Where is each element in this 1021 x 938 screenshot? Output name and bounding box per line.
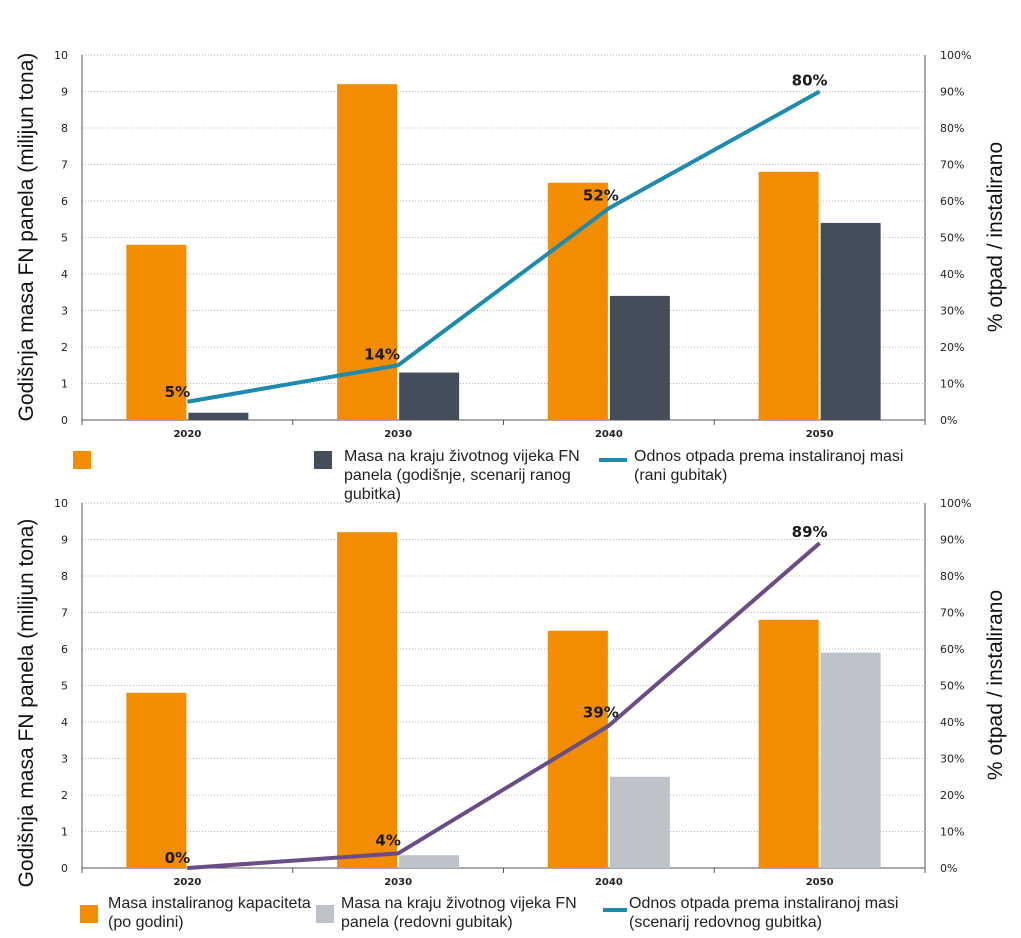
chart2-ytick-label: 5 <box>61 680 68 693</box>
chart1-bar-eol-2050 <box>820 222 881 420</box>
legend1-line-swatch <box>599 458 627 462</box>
legend2-ratio-label: Odnos otpada prema instaliranoj masi (sc… <box>629 895 899 931</box>
chart1-category-label: 2050 <box>806 429 834 440</box>
legend1-swatch-eol <box>314 451 332 469</box>
chart1-y2tick-label: 50% <box>940 232 964 245</box>
chart1-y2tick-label: 40% <box>940 268 964 281</box>
legend2-installed-label: Masa instaliranog kapaciteta (po godini) <box>108 895 311 931</box>
chart2-y2tick-label: 40% <box>940 716 964 729</box>
chart2-bar-installed-2050 <box>758 619 819 868</box>
chart2-bar-installed-2020 <box>126 692 187 868</box>
chart1-bar-installed-2030 <box>337 84 398 420</box>
chart2-y2tick-label: 70% <box>940 607 964 620</box>
chart1-data-label: 80% <box>792 72 828 90</box>
chart2-category-label: 2050 <box>806 877 834 888</box>
legend1-swatch-installed <box>73 451 91 469</box>
chart1-bar-installed-2020 <box>126 244 187 420</box>
chart2-data-label: 39% <box>583 704 619 722</box>
chart2-bar-installed-2030 <box>337 532 398 868</box>
chart1-y2tick-label: 60% <box>940 195 964 208</box>
chart1-category-label: 2040 <box>595 429 623 440</box>
chart2-ytick-label: 4 <box>61 716 68 729</box>
chart1-ytick-label: 10 <box>54 49 68 62</box>
chart1-y2tick-label: 100% <box>940 49 971 62</box>
chart2-y2tick-label: 30% <box>940 753 964 766</box>
chart2-y2tick-label: 10% <box>940 826 964 839</box>
chart2-ytick-label: 6 <box>61 643 68 656</box>
chart1-bar-installed-2050 <box>758 171 819 420</box>
chart1-ratio-line <box>187 89 821 404</box>
chart1-y2tick-label: 10% <box>940 378 964 391</box>
chart2-bar-installed-2040 <box>547 630 608 868</box>
chart1-y2-axis-title: % otpad / instalirano <box>984 142 1007 332</box>
chart1-y2tick-label: 80% <box>940 122 964 135</box>
chart2-bar-eol-2040 <box>609 776 670 868</box>
chart1-category-label: 2020 <box>173 429 201 440</box>
chart1-bar-eol-2040 <box>609 295 670 420</box>
chart2-ratio-line <box>187 541 821 870</box>
chart2-category-label: 2040 <box>595 877 623 888</box>
chart2-ytick-label: 1 <box>61 826 68 839</box>
chart1-ytick-label: 5 <box>61 232 68 245</box>
chart2-y2-axis-title: % otpad / instalirano <box>984 590 1007 780</box>
chart2-ytick-label: 3 <box>61 753 68 766</box>
legend2-swatch-eol <box>316 905 334 923</box>
legend2-eol-label: Masa na kraju životnog vijeka FN panela … <box>341 895 577 931</box>
legend2-line-swatch <box>603 908 627 912</box>
chart2-y2tick-label: 20% <box>940 789 964 802</box>
chart2-category-label: 2020 <box>173 877 201 888</box>
chart2-data-label: 0% <box>165 849 190 867</box>
chart2-ytick-label: 8 <box>61 570 68 583</box>
chart1-bar-eol-2020 <box>188 412 249 420</box>
chart2-category-label: 2030 <box>384 877 412 888</box>
chart1-ytick-label: 1 <box>61 378 68 391</box>
chart2-y2tick-label: 50% <box>940 680 964 693</box>
legend1-ratio-label: Odnos otpada prema instaliranoj masi (ra… <box>634 448 904 484</box>
chart1-ytick-label: 8 <box>61 122 68 135</box>
chart2-bar-eol-2050 <box>820 652 881 868</box>
chart1-ytick-label: 0 <box>61 414 68 427</box>
chart1-data-label: 5% <box>165 383 190 401</box>
chart2-ytick-label: 7 <box>61 607 68 620</box>
chart2-y2tick-label: 100% <box>940 497 971 510</box>
chart1-data-label: 52% <box>583 186 619 204</box>
chart1-bar-installed-2040 <box>547 182 608 420</box>
chart1-y2tick-label: 90% <box>940 86 964 99</box>
chart1-y-axis-title: Godišnja masa FN panela (milijun tona) <box>15 53 38 422</box>
chart1-ytick-label: 3 <box>61 305 68 318</box>
chart1-ytick-label: 4 <box>61 268 68 281</box>
legend2-swatch-installed <box>80 905 98 923</box>
chart1-ytick-label: 7 <box>61 159 68 172</box>
chart2-ytick-label: 2 <box>61 789 68 802</box>
chart1-data-label: 14% <box>364 345 400 363</box>
chart1-ytick-label: 6 <box>61 195 68 208</box>
chart2-y2tick-label: 90% <box>940 534 964 547</box>
chart1-y2tick-label: 0% <box>940 414 957 427</box>
chart1-ytick-label: 2 <box>61 341 68 354</box>
chart2-y-axis-title: Godišnja masa FN panela (milijun tona) <box>15 519 38 888</box>
chart1-bar-eol-2030 <box>399 372 460 420</box>
chart2-y2tick-label: 80% <box>940 570 964 583</box>
chart2-ytick-label: 9 <box>61 534 68 547</box>
chart2-bar-eol-2030 <box>399 855 460 868</box>
legend1-eol-label: Masa na kraju životnog vijeka FN panela … <box>344 448 580 503</box>
chart1-category-label: 2030 <box>384 429 412 440</box>
chart2-y2tick-label: 60% <box>940 643 964 656</box>
chart2-ytick-label: 10 <box>54 497 68 510</box>
chart1-y2tick-label: 70% <box>940 159 964 172</box>
chart1-y2tick-label: 20% <box>940 341 964 354</box>
chart2-y2tick-label: 0% <box>940 862 957 875</box>
chart2-data-label: 4% <box>375 831 400 849</box>
chart1-y2tick-label: 30% <box>940 305 964 318</box>
chart2-ytick-label: 0 <box>61 862 68 875</box>
chart1-ytick-label: 9 <box>61 86 68 99</box>
chart2-data-label: 89% <box>792 523 828 541</box>
